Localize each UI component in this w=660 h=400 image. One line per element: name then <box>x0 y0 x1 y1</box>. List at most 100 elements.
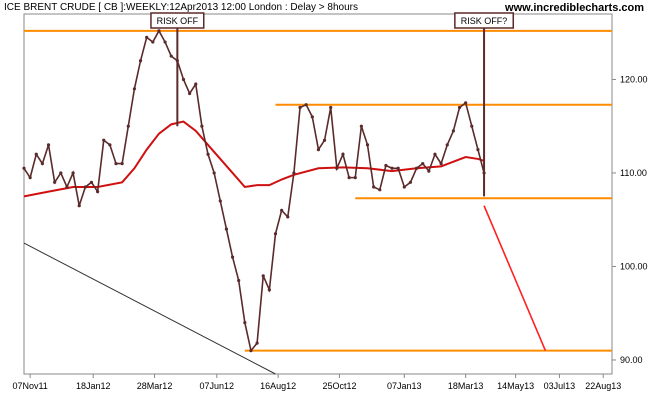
price-point <box>396 166 400 170</box>
price-point <box>451 129 455 133</box>
price-point <box>414 166 419 170</box>
price-point <box>102 138 106 142</box>
price-point <box>200 124 204 128</box>
price-point <box>470 124 474 128</box>
x-tick-label-0: 07Nov11 <box>12 381 47 391</box>
price-point <box>237 278 241 283</box>
price-point <box>40 162 45 166</box>
price-point <box>138 59 143 63</box>
x-tick-label-10: 22Aug13 <box>585 381 621 391</box>
price-point <box>120 162 124 166</box>
price-point <box>384 163 388 168</box>
price-point <box>359 124 363 128</box>
price-point <box>157 29 161 33</box>
price-line <box>23 29 485 353</box>
price-point <box>365 143 370 147</box>
y-tick-label-0: 90.00 <box>620 355 643 365</box>
price-point <box>114 162 118 166</box>
y-tick-label-2: 110.00 <box>620 168 647 178</box>
price-point <box>329 105 333 110</box>
price-point <box>65 185 69 189</box>
price-point <box>249 349 253 353</box>
price-point <box>224 227 229 231</box>
price-point <box>230 255 235 259</box>
x-tick-label-1: 18Jan12 <box>76 381 111 391</box>
x-tick-label-7: 18Mar13 <box>448 381 484 391</box>
price-point <box>194 82 198 86</box>
risk-off-box-1 <box>454 12 515 29</box>
price-point <box>372 185 376 189</box>
price-point <box>108 143 112 147</box>
price-point <box>402 185 406 189</box>
price-point <box>188 91 192 96</box>
x-tick-label-2: 28Mar12 <box>137 381 173 391</box>
price-point <box>96 190 100 194</box>
price-point <box>22 166 26 170</box>
price-point <box>71 171 75 175</box>
price-point <box>218 199 222 203</box>
risk-off-box-0 <box>150 12 205 29</box>
y-tick-label-3: 120.00 <box>620 74 648 84</box>
x-tick-label-9: 03Jul13 <box>544 381 576 391</box>
price-point <box>255 341 259 345</box>
price-point <box>126 124 130 128</box>
price-point <box>206 152 210 156</box>
price-point <box>457 105 462 110</box>
price-point <box>53 180 57 184</box>
price-point <box>421 162 425 166</box>
price-point <box>341 152 345 156</box>
price-point <box>439 162 443 166</box>
price-point <box>273 232 278 236</box>
price-point <box>132 87 137 91</box>
price-point <box>322 138 327 142</box>
price-point <box>347 176 351 180</box>
projection-line <box>483 205 547 351</box>
x-tick-label-4: 16Aug12 <box>260 381 296 391</box>
price-point <box>169 54 173 58</box>
price-point <box>83 185 87 189</box>
y-tick-label-1: 100.00 <box>620 261 648 271</box>
price-point <box>212 171 216 175</box>
price-point <box>464 101 468 105</box>
price-point <box>151 40 155 44</box>
price-point <box>145 35 149 39</box>
price-point <box>89 180 94 184</box>
x-tick-label-5: 25Oct12 <box>322 381 356 391</box>
price-point <box>280 208 284 212</box>
price-point <box>304 103 308 107</box>
price-point <box>378 188 382 192</box>
price-point <box>390 166 394 170</box>
risk-off-label-0: RISK OFF <box>157 16 199 26</box>
price-point <box>59 171 63 175</box>
price-point <box>261 274 265 278</box>
price-point <box>181 77 186 82</box>
moving-average-line <box>23 120 485 198</box>
price-point <box>298 105 302 110</box>
price-point <box>34 152 38 156</box>
website-label: www.incrediblecharts.com <box>505 2 644 14</box>
plot-frame <box>23 13 613 375</box>
price-point <box>408 180 413 184</box>
price-point <box>163 40 167 44</box>
price-point <box>445 143 449 147</box>
x-tick-label-3: 07Jun12 <box>200 381 235 391</box>
price-point <box>310 115 314 119</box>
price-point <box>335 166 339 170</box>
instrument-header: ICE BRENT CRUDE [ CB ]:WEEKLY:12Apr2013 … <box>4 2 358 13</box>
price-point <box>433 152 437 156</box>
risk-off-label-1: RISK OFF? <box>461 16 508 26</box>
price-point <box>286 215 290 219</box>
price-point <box>353 176 357 180</box>
price-point <box>476 147 480 152</box>
price-point <box>316 147 321 152</box>
price-point <box>28 176 32 180</box>
x-tick-label-6: 07Jan13 <box>387 381 422 391</box>
price-point <box>427 169 431 173</box>
price-point <box>77 204 81 208</box>
price-point <box>46 143 51 147</box>
price-point <box>292 171 296 175</box>
x-tick-label-8: 14May13 <box>497 381 534 391</box>
trendline <box>23 242 276 375</box>
